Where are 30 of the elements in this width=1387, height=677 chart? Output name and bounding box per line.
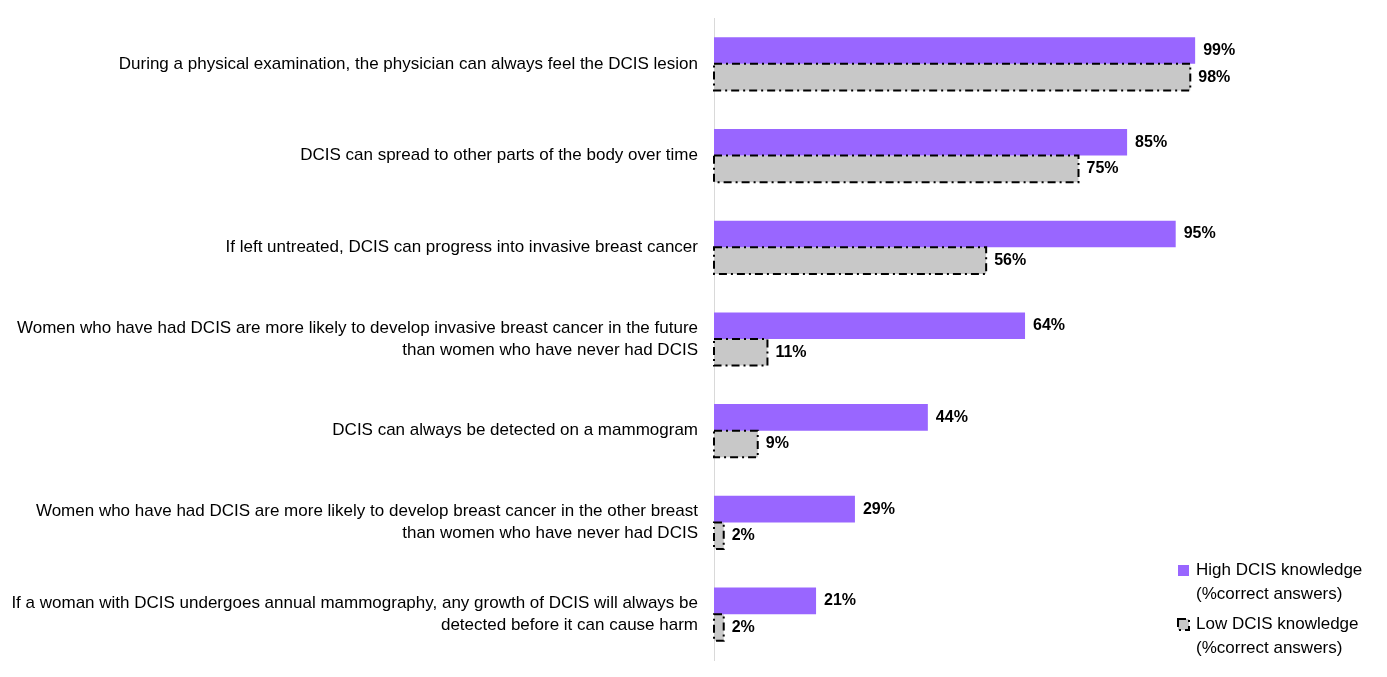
bar (714, 312, 1026, 339)
data-label: 2% (731, 526, 755, 544)
bar (714, 220, 1176, 248)
data-label: 85% (1135, 132, 1168, 150)
bar (714, 128, 1128, 156)
y-tick-label: During a physical examination, the physician can always feel the DCIS lesion (118, 53, 698, 73)
data-label: 29% (862, 499, 895, 517)
data-label: 9% (765, 434, 789, 452)
bar (714, 404, 928, 431)
bar (714, 495, 855, 523)
data-label: 99% (1203, 40, 1236, 58)
data-label: 11% (775, 342, 807, 360)
data-label: 98% (1198, 67, 1231, 85)
y-tick-label: Women who have had DCIS are more likely to develop invasive breast cancer in the future than women who have never had DCIS (17, 317, 698, 359)
data-label: 44% (935, 407, 968, 425)
legend-label: Low DCIS knowledge (%correct answers) (1196, 613, 1359, 657)
legend-label: High DCIS knowledge (%correct answers) (1196, 559, 1363, 603)
data-label: 56% (994, 250, 1027, 268)
y-tick-label: If left untreated, DCIS can progress into invasive breast cancer (225, 236, 699, 256)
y-tick-label: If a woman with DCIS undergoes annual mammography, any growth of DCIS will always be detected before it can cause harm (11, 592, 698, 634)
y-tick-label: DCIS can always be detected on a mammogram (332, 420, 698, 440)
data-label: 64% (1033, 316, 1066, 334)
data-label: 95% (1183, 224, 1216, 242)
y-tick-label: Women who have had DCIS are more likely to develop breast cancer in the other breast than women who have never had DCIS (35, 501, 699, 543)
data-label: 2% (731, 617, 755, 635)
bar (714, 587, 817, 615)
bar (714, 37, 1196, 64)
data-label: 21% (824, 591, 857, 609)
y-tick-label: DCIS can spread to other parts of the body over time (300, 145, 698, 165)
data-label: 75% (1086, 159, 1119, 177)
